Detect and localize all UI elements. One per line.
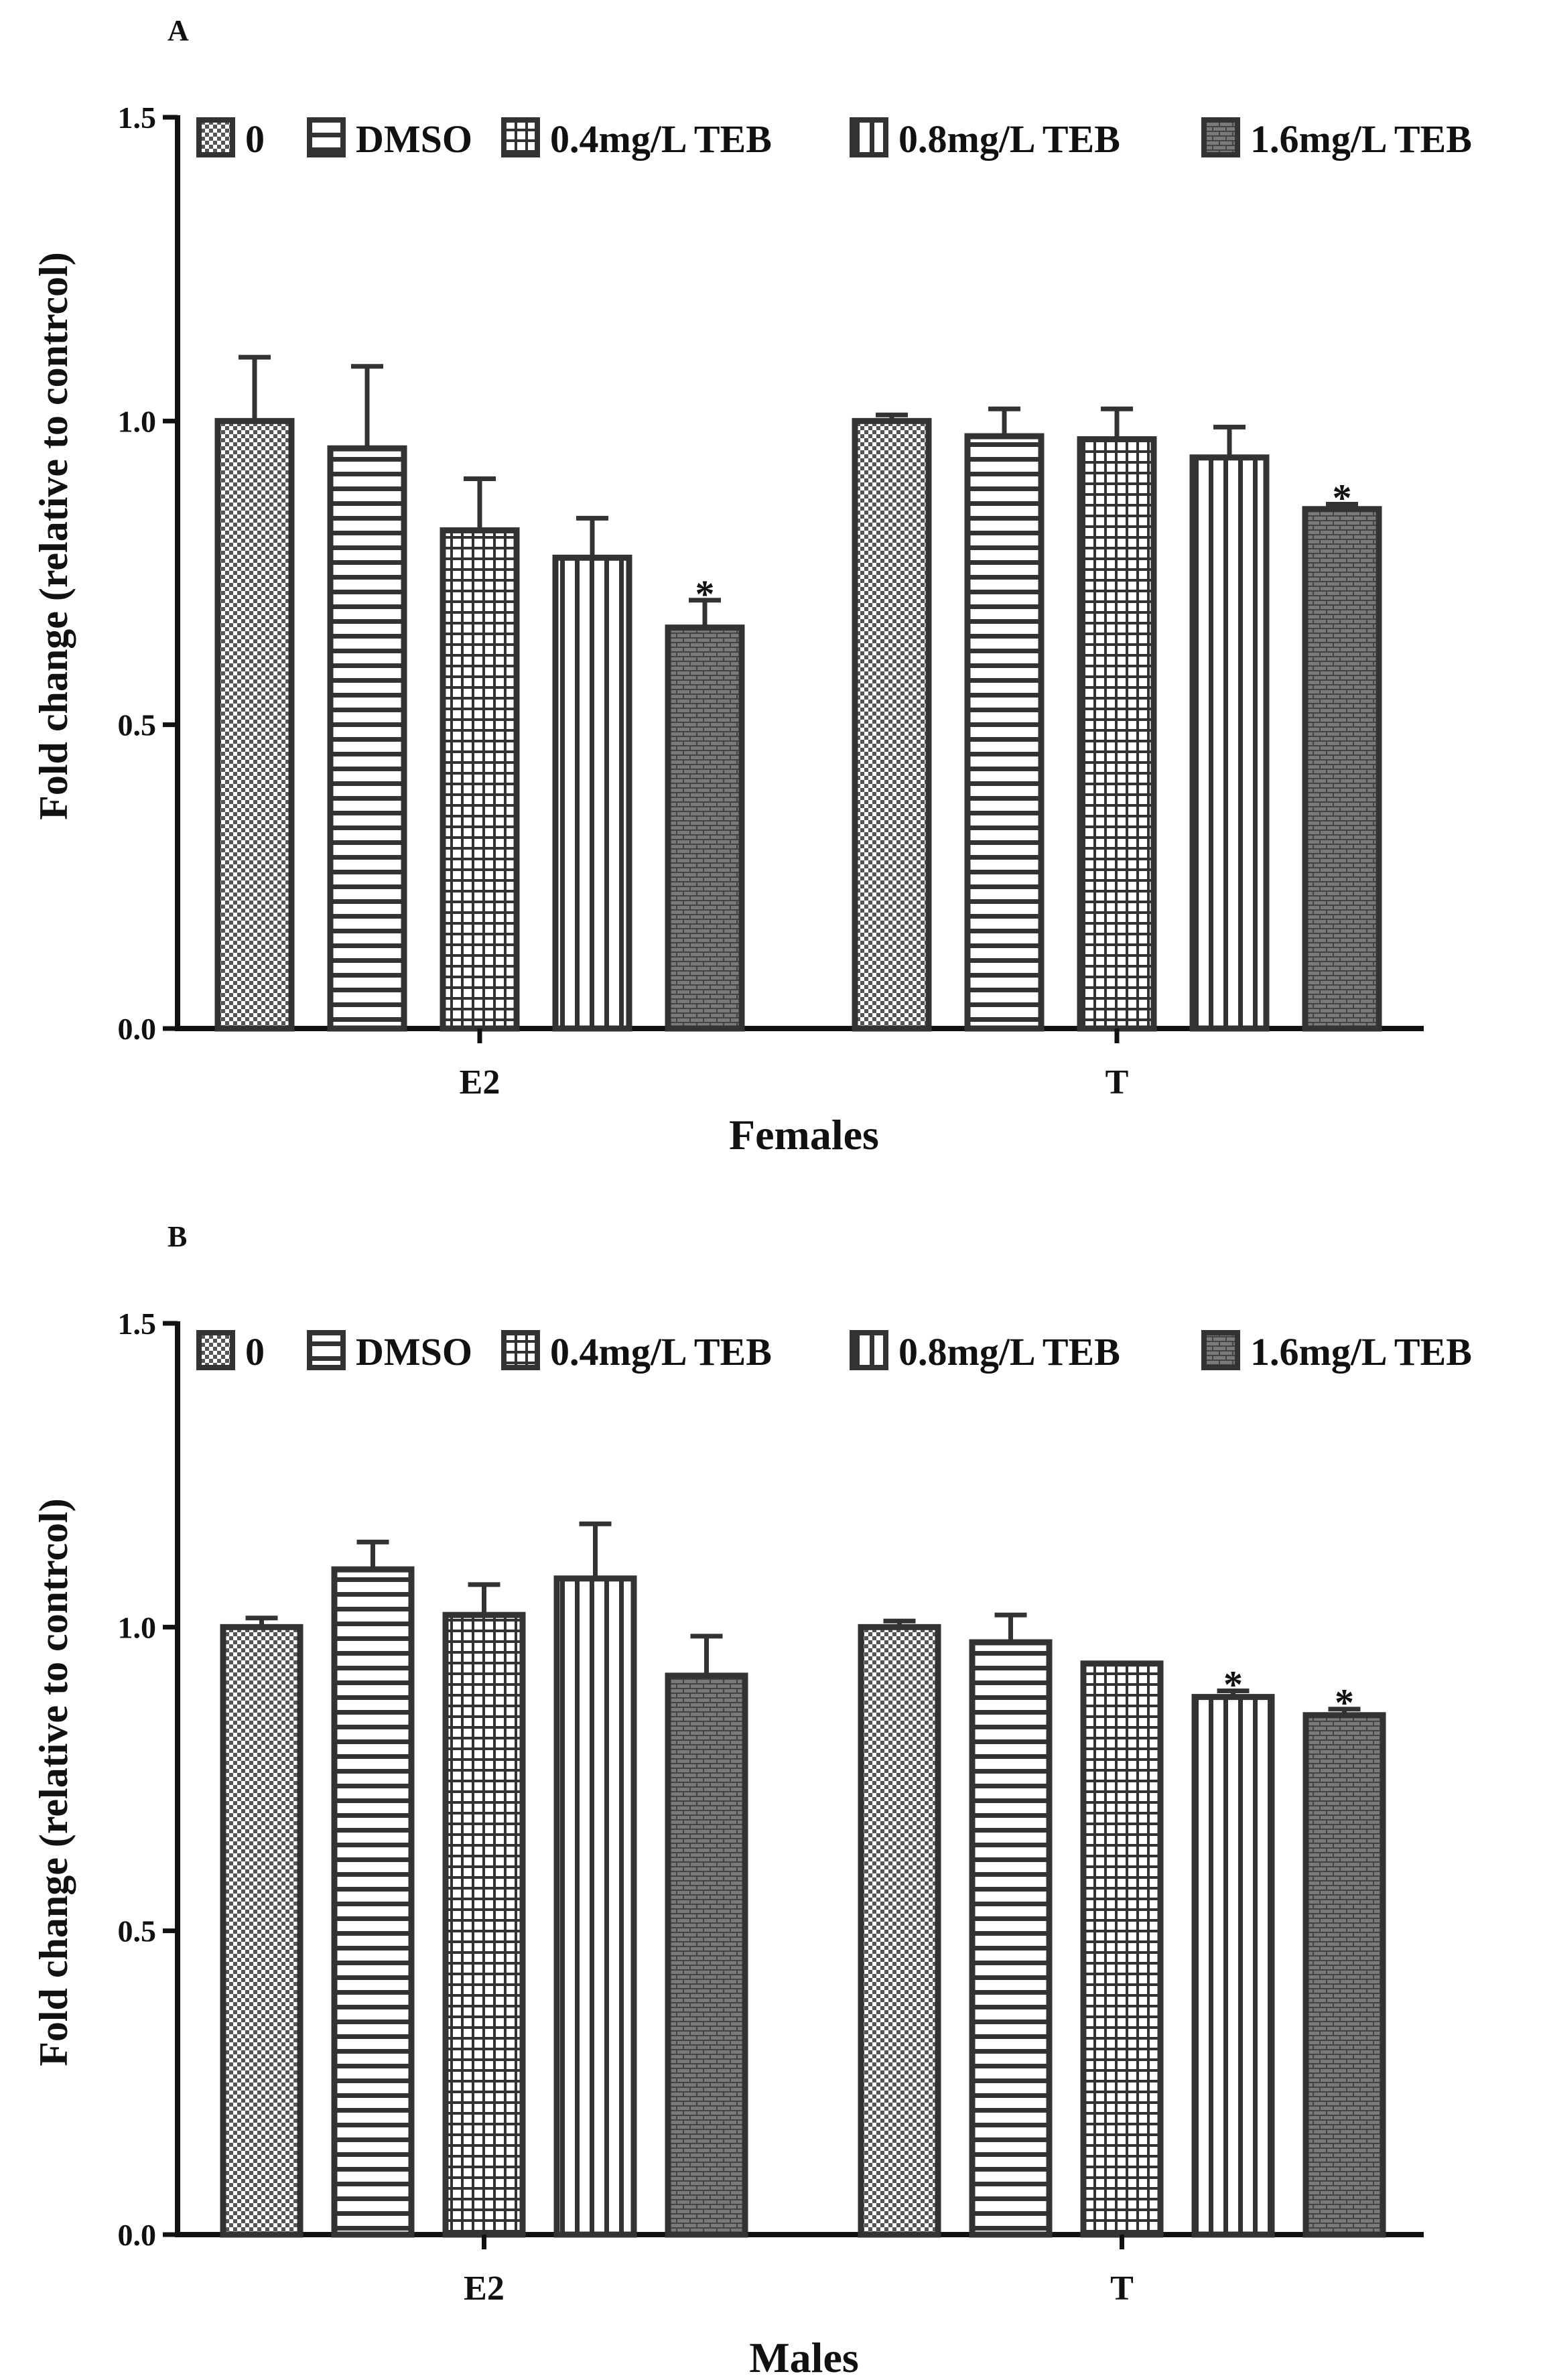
panel-label: A <box>168 14 189 47</box>
x-tick-label: T <box>1106 1063 1129 1102</box>
vertical-lines-icon <box>850 1330 888 1370</box>
panel-b: B 0.0 0.5 1.0 1.5 Fold change (relative to co… <box>31 1220 1472 2380</box>
bar <box>858 1624 941 2238</box>
horizontal-lines-icon <box>307 1330 346 1370</box>
legend-label: 0 <box>245 1330 265 1374</box>
checker-icon <box>196 1330 235 1370</box>
bar <box>1302 1712 1386 2238</box>
significance-marker: * <box>695 572 715 616</box>
bar <box>964 433 1045 1032</box>
x-tick-label: E2 <box>460 1063 500 1102</box>
y-tick-label: 0.0 <box>118 2218 157 2252</box>
legend-label: 0.8mg/L TEB <box>898 1330 1120 1374</box>
legend-label: DMSO <box>356 1330 472 1374</box>
legend-label: DMSO <box>356 117 472 161</box>
checker-icon <box>196 117 235 157</box>
y-tick-label: 1.0 <box>118 404 157 438</box>
bar <box>220 1624 304 2238</box>
bar <box>552 554 632 1032</box>
bar <box>442 1611 526 2238</box>
y-axis-title: Fold change (relative to contrcol) <box>31 252 76 820</box>
bar <box>214 417 295 1032</box>
bar <box>665 1672 748 2238</box>
legend-label: 0 <box>245 117 265 161</box>
y-tick-label: 0.5 <box>118 708 157 742</box>
x-tick-label: E2 <box>464 2269 505 2308</box>
bar <box>1302 506 1382 1032</box>
bar <box>1080 1660 1164 2238</box>
bar <box>1191 1694 1275 2238</box>
bar <box>331 1566 415 2238</box>
bar <box>440 527 520 1032</box>
brick-icon <box>1201 117 1240 157</box>
x-tick-label: T <box>1110 2269 1134 2308</box>
y-tick-label: 1.0 <box>118 1610 157 1644</box>
legend: 0 DMSO 0.4mg/L TEB 0.8mg/L TEB 1.6mg/L TEB <box>196 1330 1472 1374</box>
vertical-lines-icon <box>850 117 888 157</box>
brick-icon <box>1201 1330 1240 1370</box>
legend: 0 DMSO 0.4mg/L TEB 0.8mg/L TEB 1.6mg/L TEB <box>196 117 1472 161</box>
y-tick-label: 1.5 <box>118 101 157 135</box>
bar <box>553 1575 637 2238</box>
y-tick-label: 0.5 <box>118 1914 157 1948</box>
bar <box>1189 454 1270 1032</box>
bar <box>327 445 407 1032</box>
bar <box>969 1639 1053 2238</box>
bar <box>852 417 932 1032</box>
y-axis-title: Fold change (relative to contrcol) <box>31 1498 76 2066</box>
significance-marker: * <box>1333 476 1352 520</box>
legend-label: 0.4mg/L TEB <box>550 1330 772 1374</box>
grid-icon <box>501 117 540 157</box>
panel-a: A 0.0 0.5 1.0 1.5 Fold change (relative to co… <box>31 14 1472 1159</box>
panel-label: B <box>168 1220 187 1253</box>
legend-label: 1.6mg/L TEB <box>1250 117 1472 161</box>
legend-label: 0.8mg/L TEB <box>898 117 1120 161</box>
x-axis-title: Females <box>729 1111 879 1159</box>
legend-label: 0.4mg/L TEB <box>550 117 772 161</box>
bar <box>1077 436 1157 1032</box>
significance-marker: * <box>1335 1681 1354 1725</box>
y-tick-label: 0.0 <box>118 1012 157 1046</box>
horizontal-lines-icon <box>307 117 346 157</box>
legend-label: 1.6mg/L TEB <box>1250 1330 1472 1374</box>
x-axis-title: Males <box>749 2334 859 2380</box>
grid-icon <box>501 1330 540 1370</box>
bar <box>665 624 745 1032</box>
significance-marker: * <box>1223 1663 1243 1707</box>
y-tick-label: 1.5 <box>118 1307 157 1341</box>
